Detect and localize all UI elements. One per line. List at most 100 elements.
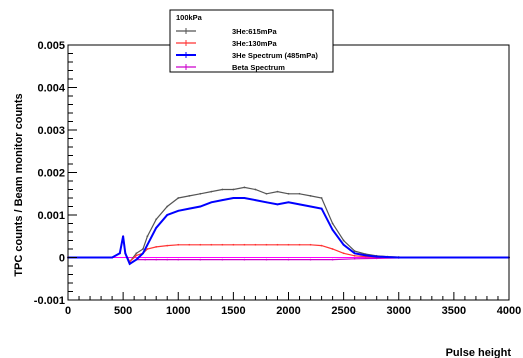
data-point bbox=[243, 258, 246, 261]
x-tick-label: 3000 bbox=[387, 305, 411, 317]
y-tick-label: 0.004 bbox=[37, 83, 65, 95]
x-tick-label: 500 bbox=[114, 305, 132, 317]
data-point bbox=[276, 203, 279, 206]
data-point bbox=[210, 243, 213, 246]
data-point bbox=[166, 214, 169, 216]
data-point bbox=[265, 258, 268, 261]
data-point bbox=[188, 194, 191, 197]
data-point bbox=[254, 188, 257, 191]
data-point bbox=[309, 258, 312, 261]
data-point bbox=[221, 188, 224, 191]
data-point bbox=[177, 197, 180, 199]
data-point bbox=[408, 256, 411, 259]
x-tick-label: 2000 bbox=[276, 305, 300, 317]
data-point bbox=[243, 186, 246, 189]
data-point bbox=[243, 243, 246, 246]
data-point bbox=[232, 188, 235, 191]
data-point bbox=[221, 199, 224, 202]
x-axis-title: Pulse height bbox=[446, 347, 512, 358]
data-point bbox=[419, 256, 422, 259]
data-point bbox=[309, 205, 312, 208]
data-point bbox=[142, 252, 144, 255]
series-line-2 bbox=[68, 197, 509, 266]
y-tick-label: 0.005 bbox=[37, 40, 65, 52]
legend-entries: 3He:615mPa 3He:130mPa 3He Spectrum (485mPa… bbox=[176, 27, 318, 72]
data-point bbox=[320, 197, 323, 199]
data-point bbox=[142, 248, 144, 250]
data-point bbox=[177, 258, 180, 261]
data-point bbox=[146, 248, 149, 250]
data-point bbox=[155, 245, 158, 248]
x-tick-label: 0 bbox=[65, 305, 71, 317]
legend-label: 3He Spectrum (485mPa) bbox=[232, 51, 318, 60]
data-point bbox=[177, 209, 180, 212]
data-point bbox=[397, 256, 400, 259]
data-point bbox=[210, 201, 213, 204]
data-point bbox=[254, 199, 257, 202]
data-point bbox=[199, 205, 202, 208]
legend-box bbox=[169, 9, 334, 73]
data-point bbox=[166, 258, 169, 261]
x-tick-label: 1500 bbox=[221, 305, 245, 317]
data-point bbox=[309, 194, 312, 197]
y-tick-label: 0.001 bbox=[37, 210, 65, 222]
data-point bbox=[221, 243, 224, 246]
data-point bbox=[320, 244, 323, 247]
data-point bbox=[309, 243, 312, 246]
data-point bbox=[155, 258, 158, 261]
data-point bbox=[146, 235, 149, 238]
data-point bbox=[118, 252, 121, 255]
data-point bbox=[188, 207, 191, 210]
data-point bbox=[221, 258, 224, 261]
axes: 0 500 1000 1500 2000 2500 3000 3500 4000-0.00100… bbox=[34, 40, 521, 317]
x-tick-label: 1000 bbox=[166, 305, 190, 317]
y-tick-label: 0 bbox=[59, 253, 65, 265]
data-point bbox=[353, 257, 356, 260]
data-point bbox=[243, 197, 246, 199]
data-point bbox=[254, 243, 257, 246]
data-point bbox=[331, 222, 334, 225]
data-point bbox=[331, 248, 334, 250]
data-point bbox=[353, 252, 356, 255]
data-point bbox=[342, 252, 345, 255]
data-point bbox=[199, 243, 202, 246]
data-point bbox=[298, 203, 301, 206]
data-point bbox=[320, 207, 323, 210]
data-point bbox=[386, 256, 389, 258]
data-point bbox=[166, 244, 169, 247]
data-point bbox=[298, 192, 301, 195]
data-point bbox=[265, 192, 268, 195]
data-point bbox=[144, 258, 147, 261]
data-point bbox=[342, 239, 345, 242]
legend: 100kPa 3He:615mPa 3He:130mPa 3He Spectrum … bbox=[169, 9, 334, 73]
data-point bbox=[210, 190, 213, 193]
plot-area bbox=[67, 186, 510, 266]
data-point bbox=[276, 243, 279, 246]
data-point bbox=[146, 243, 149, 246]
data-point bbox=[128, 262, 131, 265]
data-point bbox=[199, 258, 202, 261]
data-point bbox=[124, 252, 127, 255]
legend-title: 100kPa bbox=[176, 13, 203, 22]
data-point bbox=[287, 201, 290, 204]
data-point bbox=[353, 254, 356, 257]
data-point bbox=[265, 201, 268, 204]
legend-label: 3He:615mPa bbox=[232, 27, 277, 36]
data-point bbox=[364, 254, 367, 257]
data-point bbox=[265, 243, 268, 246]
data-point bbox=[287, 192, 290, 195]
legend-label: Beta Spectrum bbox=[232, 63, 285, 72]
x-tick-label: 3500 bbox=[442, 305, 466, 317]
data-point bbox=[287, 243, 290, 246]
data-point bbox=[166, 205, 169, 208]
data-point bbox=[331, 258, 334, 261]
data-point bbox=[199, 192, 202, 195]
y-axis-title: TPC counts / Beam monitor counts bbox=[13, 93, 25, 276]
legend-label: 3He:130mPa bbox=[232, 39, 277, 48]
data-point bbox=[342, 243, 345, 246]
data-point bbox=[122, 235, 125, 238]
data-point bbox=[287, 258, 290, 261]
x-tick-label: 2500 bbox=[331, 305, 355, 317]
y-tick-label: -0.001 bbox=[34, 295, 65, 307]
